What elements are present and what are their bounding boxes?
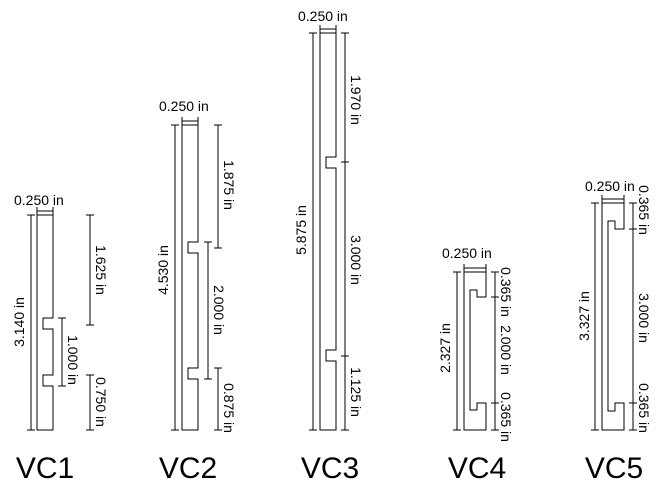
vc4-label: VC4 xyxy=(448,452,506,485)
vc2-outline xyxy=(181,124,199,431)
vc3-upper-dim: 1.970 in xyxy=(348,75,364,125)
figure-vc5: 0.250 in 3.327 in 0.365 in 3.000 in 0.36… xyxy=(576,178,652,485)
figure-vc3: 0.250 in 5.875 in 1.970 in 3.000 in 1.12… xyxy=(293,8,364,485)
vc2-width-dim: 0.250 in xyxy=(159,98,209,114)
figure-vc4: 0.250 in 2.327 in 0.365 in 2.000 in 0.36… xyxy=(437,245,514,485)
vc2-total-dim: 4.530 in xyxy=(155,245,171,295)
vc3-outline xyxy=(319,32,337,431)
vc3-width-dim: 0.250 in xyxy=(298,8,348,24)
vc4-width-dim: 0.250 in xyxy=(442,245,492,261)
figure-vc2: 0.250 in 4.530 in 1.875 in 2.000 in 0.87… xyxy=(155,98,237,485)
vc5-slot-dim: 3.000 in xyxy=(636,293,652,343)
vc4-lower-dim: 0.365 in xyxy=(498,392,514,442)
vc1-outline xyxy=(36,214,54,431)
vc3-slot-dim: 3.000 in xyxy=(348,235,364,285)
vc3-label: VC3 xyxy=(301,452,359,485)
vc5-total-dim: 3.327 in xyxy=(576,291,592,341)
vc2-lower-dim: 0.875 in xyxy=(221,383,237,433)
vc3-lower-dim: 1.125 in xyxy=(348,367,364,417)
vc1-width-dim: 0.250 in xyxy=(14,192,64,208)
vc1-lower-dim: 0.750 in xyxy=(93,377,109,427)
vc4-slot-dim: 2.000 in xyxy=(498,325,514,375)
vc2-upper-dim: 1.875 in xyxy=(221,160,237,210)
vc2-slot-dim: 2.000 in xyxy=(211,285,227,335)
figure-vc1: 0.250 in 3.140 in 1.625 in 1.000 in 0.75… xyxy=(11,192,109,485)
vc3-total-dim: 5.875 in xyxy=(293,205,309,255)
vc4-total-dim: 2.327 in xyxy=(437,323,453,373)
vc5-label: VC5 xyxy=(585,452,643,485)
vc5-outline xyxy=(601,202,625,431)
vc5-upper-dim: 0.365 in xyxy=(636,185,652,235)
vc5-lower-dim: 0.365 in xyxy=(636,383,652,433)
vc2-label: VC2 xyxy=(159,452,217,485)
vc4-outline xyxy=(463,271,487,431)
vc1-upper-dim: 1.625 in xyxy=(93,245,109,295)
vc1-total-dim: 3.140 in xyxy=(11,297,27,347)
vc5-width-dim: 0.250 in xyxy=(585,178,635,194)
vc4-upper-dim: 0.365 in xyxy=(498,267,514,317)
vc1-label: VC1 xyxy=(16,452,74,485)
vc1-slot-dim: 1.000 in xyxy=(65,335,81,385)
